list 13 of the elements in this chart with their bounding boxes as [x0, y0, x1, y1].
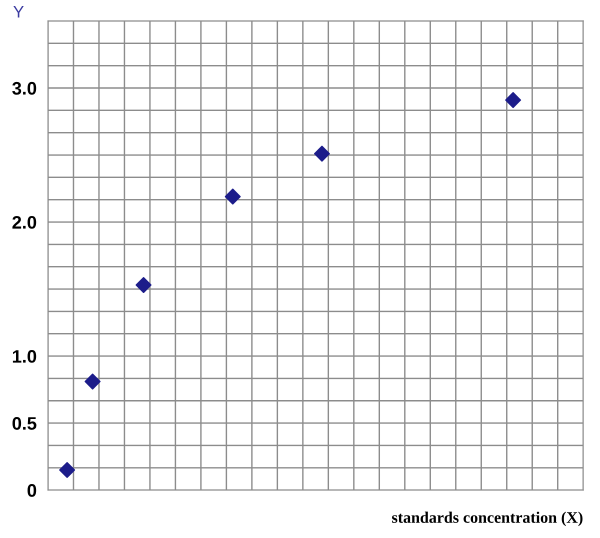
point [224, 188, 241, 205]
point [59, 462, 76, 478]
point [84, 374, 101, 390]
y-tick-label: 0.5 [12, 417, 36, 430]
x-axis-title: standards concentration (X) [392, 512, 582, 526]
y-tick-label: 2.0 [12, 216, 36, 229]
point [505, 92, 522, 108]
point [314, 146, 330, 162]
y-axis-title: Y [13, 6, 24, 18]
y-tick-label: 1.0 [12, 350, 36, 363]
point [136, 277, 152, 294]
y-tick-label: 3.0 [12, 82, 36, 95]
y-tick-label: 0 [28, 484, 36, 497]
